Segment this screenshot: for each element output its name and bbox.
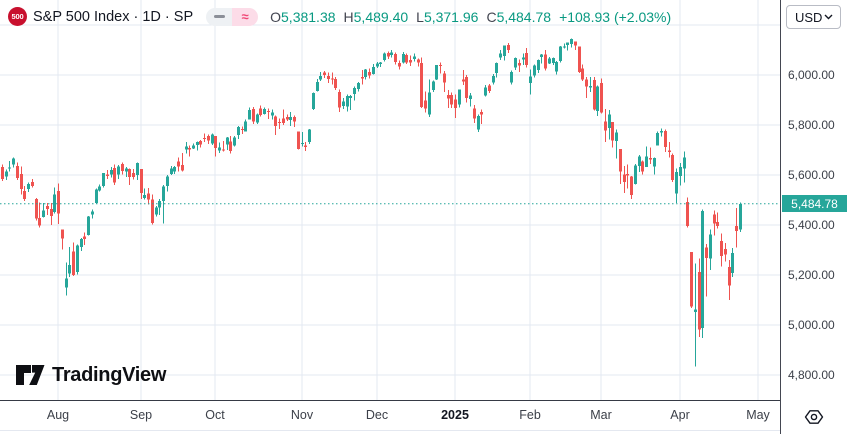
legend-mode-toggle[interactable]: ≈ bbox=[206, 7, 259, 26]
price-label: 5,000.00 bbox=[788, 318, 835, 332]
low-label: L bbox=[416, 8, 424, 25]
last-price-badge: 5,484.78 bbox=[782, 195, 847, 213]
price-label: 5,200.00 bbox=[788, 268, 835, 282]
time-label-2025: 2025 bbox=[441, 408, 469, 422]
time-label-Oct: Oct bbox=[205, 408, 225, 422]
time-label-Dec: Dec bbox=[365, 408, 389, 422]
high-value: H5,489.40 bbox=[343, 8, 409, 25]
time-label-Mar: Mar bbox=[590, 408, 612, 422]
tradingview-logo[interactable]: TradingView bbox=[16, 363, 166, 387]
candlestick-chart-canvas[interactable] bbox=[0, 0, 780, 400]
high-label: H bbox=[343, 8, 354, 25]
sp500-logo-badge: 500 bbox=[8, 7, 27, 26]
chevron-down-icon bbox=[824, 14, 833, 20]
open-label: O bbox=[270, 8, 282, 25]
close-value: C5,484.78 bbox=[486, 8, 552, 25]
open-value: O5,381.38 bbox=[270, 8, 336, 25]
low-value: L5,371.96 bbox=[416, 8, 479, 25]
currency-dropdown[interactable]: USD bbox=[786, 5, 841, 29]
dash-icon[interactable] bbox=[206, 7, 233, 26]
symbol-title[interactable]: S&P 500 Index · 1D · SP bbox=[33, 8, 194, 25]
time-label-Sep: Sep bbox=[129, 408, 153, 422]
symbol-legend: 500 S&P 500 Index · 1D · SP ≈ O5,381.38 … bbox=[8, 7, 671, 26]
axis-settings-corner[interactable] bbox=[780, 400, 847, 434]
price-label: 6,000.00 bbox=[788, 68, 835, 82]
currency-label: USD bbox=[795, 9, 823, 25]
close-label: C bbox=[486, 8, 497, 25]
time-axis[interactable]: Aug Sep Oct Nov Dec 2025 Feb Mar Apr May bbox=[0, 400, 847, 434]
time-label-Apr: Apr bbox=[670, 408, 690, 422]
tradingview-logo-text: TradingView bbox=[52, 363, 167, 386]
price-axis[interactable]: USD 5,484.78 6,000.00 5,800.00 5,600.00 5,4… bbox=[780, 0, 847, 400]
price-label: 4,800.00 bbox=[788, 368, 835, 382]
time-label-Feb: Feb bbox=[519, 408, 541, 422]
price-label: 5,600.00 bbox=[788, 168, 835, 182]
tradingview-logo-icon bbox=[16, 365, 45, 385]
approx-icon[interactable]: ≈ bbox=[232, 7, 259, 26]
time-label-Nov: Nov bbox=[290, 408, 314, 422]
gear-icon[interactable] bbox=[803, 408, 825, 426]
time-label-Aug: Aug bbox=[46, 408, 70, 422]
bottom-divider bbox=[0, 430, 847, 431]
price-label: 5,400.00 bbox=[788, 218, 835, 232]
ohlc-values: O5,381.38 H5,489.40 L5,371.96 C5,484.78 … bbox=[270, 9, 671, 25]
change-value: +108.93 (+2.03%) bbox=[559, 8, 672, 25]
time-label-May: May bbox=[746, 408, 770, 422]
price-label: 5,800.00 bbox=[788, 118, 835, 132]
